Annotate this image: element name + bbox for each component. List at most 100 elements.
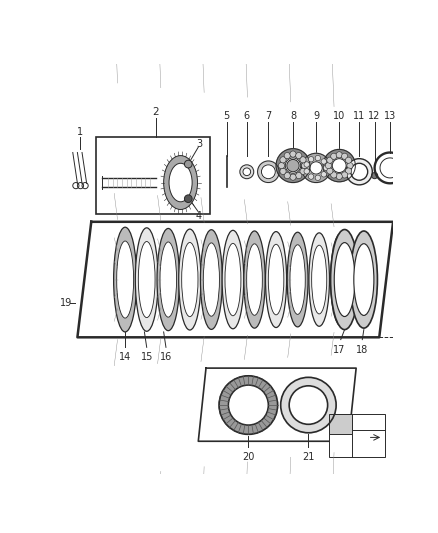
Circle shape	[276, 149, 310, 182]
Ellipse shape	[222, 230, 244, 329]
Ellipse shape	[311, 245, 327, 314]
Circle shape	[308, 174, 314, 179]
Circle shape	[296, 173, 302, 179]
Bar	[329, 414, 352, 433]
Circle shape	[336, 152, 342, 158]
Text: 9: 9	[313, 111, 319, 122]
Ellipse shape	[113, 227, 137, 332]
Ellipse shape	[287, 232, 308, 327]
Circle shape	[327, 168, 333, 174]
Circle shape	[331, 172, 337, 178]
Circle shape	[346, 159, 372, 185]
Ellipse shape	[334, 243, 355, 317]
Ellipse shape	[135, 228, 158, 332]
Circle shape	[304, 162, 309, 167]
Ellipse shape	[201, 230, 223, 329]
Ellipse shape	[331, 230, 359, 329]
Circle shape	[300, 168, 306, 174]
Circle shape	[280, 168, 286, 174]
Circle shape	[308, 157, 314, 162]
Circle shape	[327, 157, 333, 163]
Circle shape	[325, 163, 332, 168]
Circle shape	[321, 172, 326, 177]
Circle shape	[228, 385, 268, 425]
Ellipse shape	[160, 242, 177, 317]
Circle shape	[315, 175, 321, 181]
Ellipse shape	[354, 244, 374, 316]
Text: 19: 19	[60, 297, 72, 308]
Circle shape	[290, 151, 296, 157]
Circle shape	[336, 173, 342, 180]
Circle shape	[304, 168, 309, 174]
Text: 21: 21	[302, 452, 314, 462]
Circle shape	[289, 386, 328, 424]
Circle shape	[240, 165, 254, 179]
Ellipse shape	[225, 244, 241, 316]
Bar	[329, 414, 385, 457]
Text: 2: 2	[152, 108, 159, 117]
Circle shape	[346, 168, 352, 174]
Circle shape	[184, 160, 192, 168]
Circle shape	[296, 152, 302, 159]
Ellipse shape	[290, 245, 305, 314]
Circle shape	[301, 163, 307, 168]
Ellipse shape	[203, 243, 219, 316]
Ellipse shape	[179, 229, 201, 330]
Ellipse shape	[247, 244, 262, 316]
Circle shape	[300, 157, 306, 163]
Circle shape	[281, 377, 336, 433]
Circle shape	[280, 157, 286, 163]
Circle shape	[342, 153, 348, 159]
Circle shape	[351, 163, 367, 180]
Ellipse shape	[331, 233, 351, 326]
Circle shape	[284, 173, 290, 179]
Ellipse shape	[157, 229, 180, 330]
Text: 11: 11	[353, 111, 365, 122]
Circle shape	[342, 172, 348, 178]
Ellipse shape	[268, 244, 284, 315]
Circle shape	[323, 149, 355, 182]
Text: 17: 17	[333, 345, 346, 355]
Text: 12: 12	[368, 111, 381, 122]
Ellipse shape	[309, 233, 329, 326]
Circle shape	[287, 159, 299, 172]
Circle shape	[261, 165, 276, 179]
Text: 4: 4	[196, 211, 202, 221]
Text: 13: 13	[384, 111, 396, 122]
Text: 8: 8	[290, 111, 296, 122]
Text: 6: 6	[244, 111, 250, 122]
Ellipse shape	[182, 243, 198, 317]
Circle shape	[371, 173, 378, 179]
Ellipse shape	[169, 163, 192, 202]
Ellipse shape	[244, 231, 265, 328]
Ellipse shape	[117, 241, 134, 318]
Text: 5: 5	[224, 111, 230, 122]
Circle shape	[346, 157, 352, 163]
Circle shape	[290, 174, 296, 180]
Circle shape	[219, 376, 278, 434]
Bar	[96, 137, 210, 214]
Text: 14: 14	[119, 352, 131, 362]
Text: 18: 18	[356, 345, 368, 355]
Circle shape	[301, 154, 331, 182]
Circle shape	[331, 153, 337, 159]
Circle shape	[284, 152, 290, 159]
Ellipse shape	[265, 232, 286, 327]
Circle shape	[258, 161, 279, 182]
Circle shape	[332, 159, 346, 173]
Circle shape	[184, 195, 192, 203]
Ellipse shape	[164, 156, 198, 209]
Circle shape	[315, 155, 321, 161]
Ellipse shape	[138, 241, 155, 318]
Text: 10: 10	[333, 111, 345, 122]
Text: 7: 7	[265, 111, 272, 122]
Circle shape	[310, 161, 322, 174]
Text: 1: 1	[78, 127, 84, 137]
Ellipse shape	[333, 246, 348, 313]
Circle shape	[285, 158, 301, 173]
Circle shape	[347, 163, 353, 168]
Text: 16: 16	[160, 352, 172, 362]
Circle shape	[321, 159, 326, 164]
Circle shape	[323, 165, 329, 171]
Text: 15: 15	[141, 352, 153, 362]
